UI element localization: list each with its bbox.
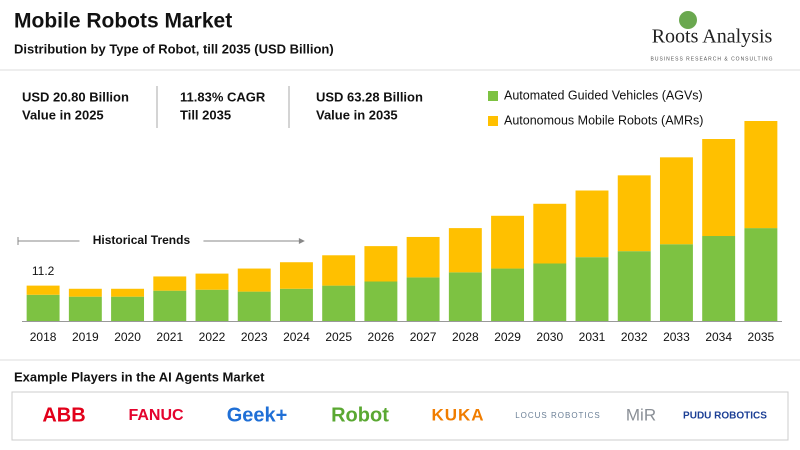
bar-segment <box>659 244 693 321</box>
x-tick-label: 2024 <box>283 330 310 344</box>
logo-icon <box>679 11 697 29</box>
bar-segment <box>237 291 271 321</box>
logo-name: Roots Analysis <box>652 26 773 48</box>
x-tick-label: 2032 <box>621 330 648 344</box>
bar-segment <box>26 294 60 321</box>
legend-swatch <box>488 116 498 126</box>
player-logo: Robot <box>331 404 389 426</box>
data-label: 11.2 <box>32 264 55 278</box>
chart-subtitle: Distribution by Type of Robot, till 2035… <box>14 41 334 56</box>
chart-title: Mobile Robots Market <box>14 10 232 33</box>
bar-segment <box>322 255 356 286</box>
x-tick-label: 2020 <box>114 330 141 344</box>
bar-segment <box>702 236 736 321</box>
bar-segment <box>237 268 271 292</box>
bar-segment <box>617 175 651 252</box>
bar-segment <box>322 285 356 321</box>
bar-segment <box>26 285 60 295</box>
x-tick-label: 2031 <box>579 330 606 344</box>
bar-segment <box>617 251 651 321</box>
bar-segment <box>406 277 440 321</box>
annotation-bg <box>79 233 204 249</box>
highlight-label: Value in 2025 <box>22 107 104 122</box>
bar-segment <box>364 281 398 321</box>
bar-segment <box>153 276 187 291</box>
player-logo: Geek+ <box>227 404 288 426</box>
x-tick-label: 2027 <box>410 330 437 344</box>
bar-segment <box>533 263 567 321</box>
highlight-value: USD 63.28 Billion <box>316 89 423 104</box>
bar-segment <box>575 257 609 321</box>
x-tick-label: 2028 <box>452 330 479 344</box>
x-tick-label: 2029 <box>494 330 521 344</box>
x-tick-label: 2026 <box>368 330 395 344</box>
x-tick-label: 2018 <box>30 330 57 344</box>
logo-tagline: BUSINESS RESEARCH & CONSULTING <box>651 56 774 62</box>
annotation-text: Historical Trends <box>93 233 191 247</box>
x-tick-label: 2019 <box>72 330 99 344</box>
bar-segment <box>491 215 525 269</box>
bar-segment <box>575 190 609 258</box>
bar-segment <box>406 236 440 278</box>
bar-segment <box>448 228 482 273</box>
players-title: Example Players in the AI Agents Market <box>14 369 265 384</box>
highlight-label: Value in 2035 <box>316 107 398 122</box>
player-logo: ABB <box>42 404 85 426</box>
highlight-value: USD 20.80 Billion <box>22 89 129 104</box>
highlight-label: Till 2035 <box>180 107 231 122</box>
x-tick-label: 2023 <box>241 330 268 344</box>
x-tick-label: 2025 <box>325 330 352 344</box>
x-tick-label: 2034 <box>705 330 732 344</box>
bar-segment <box>195 273 229 290</box>
bar-segment <box>153 290 187 321</box>
logo: Roots Analysis BUSINESS RESEARCH & CONSU… <box>651 11 774 62</box>
x-tick-label: 2033 <box>663 330 690 344</box>
bar-segment <box>195 289 229 321</box>
bar-segment <box>659 157 693 245</box>
players-box <box>11 391 789 441</box>
player-logo: KUKA <box>431 405 484 424</box>
legend-label: Autonomous Mobile Robots (AMRs) <box>504 113 703 127</box>
annotation-arrowhead <box>298 238 305 244</box>
highlight-value: 11.83% CAGR <box>180 89 266 104</box>
bar-segment <box>68 296 102 321</box>
bar-segment <box>111 296 145 321</box>
x-tick-label: 2035 <box>748 330 775 344</box>
bar-segment <box>68 288 102 297</box>
bar-segment <box>491 268 525 321</box>
player-logo: MiR <box>626 405 656 424</box>
bar-segment <box>279 288 313 321</box>
bar-segment <box>448 272 482 321</box>
player-logo: FANUC <box>128 407 184 424</box>
x-tick-label: 2022 <box>199 330 226 344</box>
x-tick-label: 2030 <box>536 330 563 344</box>
bar-segment <box>744 228 778 321</box>
legend-swatch <box>488 91 498 101</box>
x-tick-label: 2021 <box>156 330 183 344</box>
bar-segment <box>364 246 398 282</box>
player-logo: PUDU ROBOTICS <box>683 411 767 422</box>
bar-segment <box>279 262 313 289</box>
player-logo: LOCUS ROBOTICS <box>515 411 601 420</box>
bar-segment <box>533 203 567 264</box>
bar-segment <box>111 288 145 297</box>
bar-segment <box>702 139 736 237</box>
bar-segment <box>744 121 778 229</box>
legend-label: Automated Guided Vehicles (AGVs) <box>504 88 703 102</box>
